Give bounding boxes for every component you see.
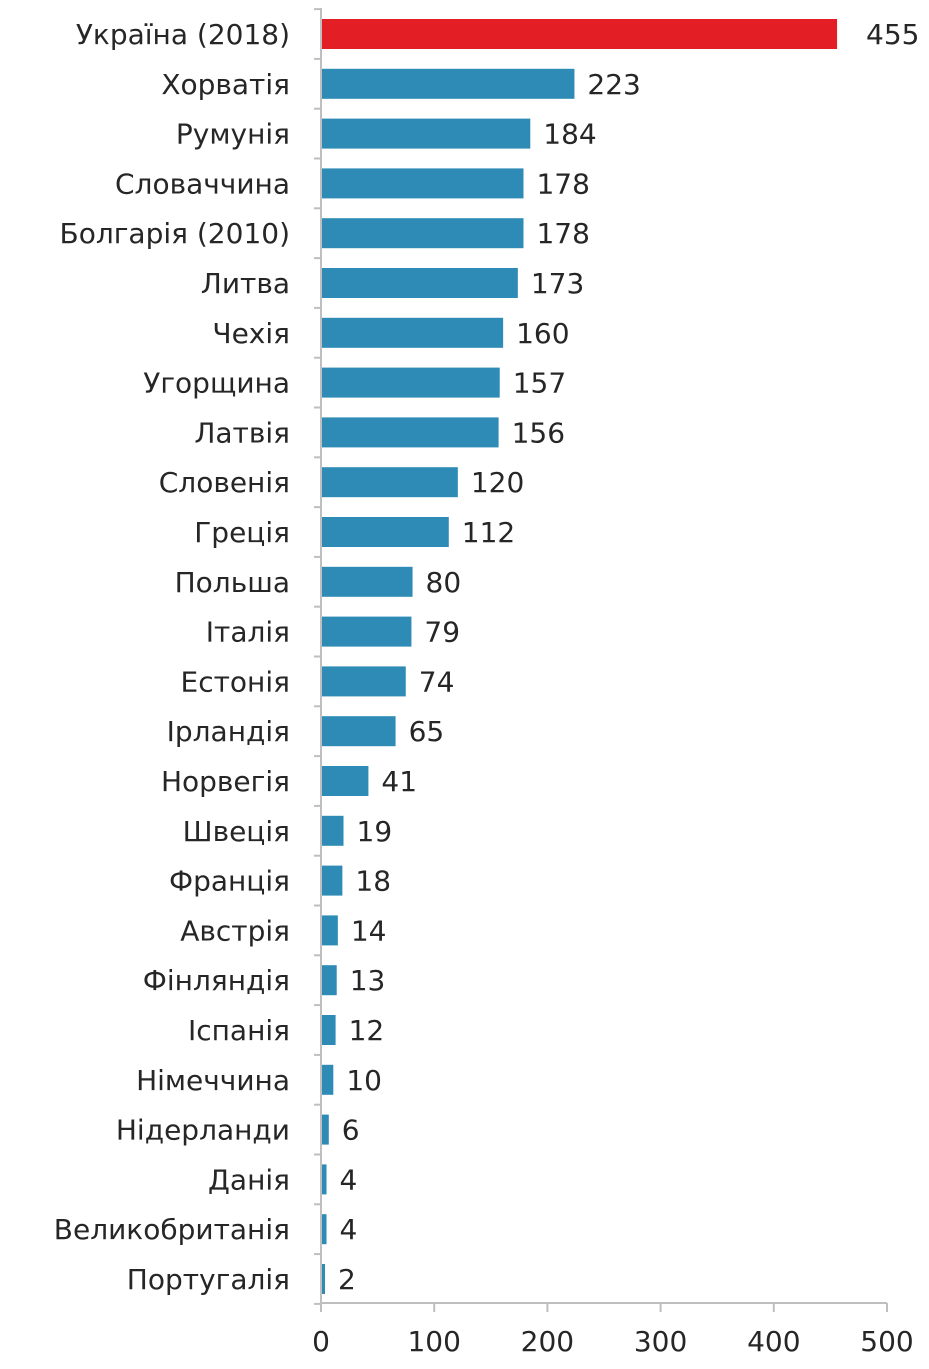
x-tick-label: 500: [860, 1325, 913, 1358]
value-label: 173: [531, 267, 584, 300]
bar-22: [322, 1064, 334, 1095]
bar-18: [322, 865, 343, 896]
category-label: Словаччина: [115, 167, 290, 200]
category-label: Греція: [194, 516, 290, 549]
x-tick-label: 200: [521, 1325, 574, 1358]
category-label: Швеція: [183, 815, 290, 848]
value-label: 160: [516, 317, 569, 350]
bar-11: [322, 517, 449, 547]
bar-9: [322, 417, 499, 448]
category-label: Румунія: [176, 118, 290, 151]
category-label: Італія: [206, 616, 290, 649]
x-tick-label: 100: [407, 1325, 460, 1358]
bar-6: [322, 268, 518, 298]
value-label: 74: [419, 665, 455, 698]
category-label: Австрія: [180, 914, 290, 947]
category-label: Естонія: [181, 665, 290, 698]
value-label: 178: [536, 167, 589, 200]
value-label: 10: [346, 1064, 382, 1097]
value-label: 65: [409, 715, 445, 748]
value-label: 157: [513, 367, 566, 400]
bar-25: [322, 1214, 327, 1245]
bar-16: [322, 766, 369, 796]
bar-7: [322, 317, 504, 348]
value-label: 19: [357, 815, 393, 848]
value-label: 156: [512, 416, 565, 449]
bar-1: [322, 19, 838, 49]
value-label: 178: [536, 217, 589, 250]
value-label: 12: [349, 1014, 385, 1047]
bar-15: [322, 716, 396, 747]
value-label: 184: [543, 118, 596, 151]
value-label: 4: [340, 1213, 358, 1246]
x-tick-label: 0: [312, 1325, 330, 1358]
x-tick-label: 400: [747, 1325, 800, 1358]
value-label: 223: [587, 68, 640, 101]
bar-4: [322, 168, 524, 199]
bar-2: [322, 68, 575, 99]
category-label: Хорватія: [161, 68, 290, 101]
value-label: 18: [355, 865, 391, 898]
category-label: Нідерланди: [116, 1114, 290, 1147]
value-label: 455: [866, 18, 919, 51]
bar-17: [322, 815, 344, 846]
category-label: Португалія: [127, 1263, 290, 1296]
value-label: 120: [471, 466, 524, 499]
value-label: 6: [342, 1114, 360, 1147]
category-label: Фінляндія: [143, 964, 290, 997]
bar-23: [322, 1114, 329, 1145]
bar-3: [322, 118, 531, 149]
bar-8: [322, 367, 500, 398]
category-label: Угорщина: [143, 367, 290, 400]
category-label: Франція: [169, 865, 290, 898]
category-label: Іспанія: [188, 1014, 290, 1047]
value-label: 2: [338, 1263, 356, 1296]
category-label: Польша: [175, 566, 290, 599]
category-label: Латвія: [194, 416, 290, 449]
category-label: Норвегія: [161, 765, 290, 798]
bar-5: [322, 218, 524, 249]
category-label: Ірландія: [167, 715, 290, 748]
value-label: 4: [340, 1163, 358, 1196]
category-label: Німеччина: [136, 1064, 290, 1097]
bar-26: [322, 1264, 325, 1294]
value-label: 112: [462, 516, 515, 549]
bar-20: [322, 965, 337, 996]
bar-12: [322, 566, 413, 597]
value-label: 14: [351, 914, 387, 947]
bar-19: [322, 915, 338, 946]
value-label: 79: [424, 616, 460, 649]
category-label: Великобританія: [54, 1213, 290, 1246]
category-label: Болгарія (2010): [59, 217, 290, 250]
category-label: Україна (2018): [76, 18, 290, 51]
bar-14: [322, 666, 406, 697]
value-label: 80: [426, 566, 462, 599]
category-label: Данія: [208, 1163, 290, 1196]
bar-24: [322, 1164, 327, 1195]
value-label: 13: [350, 964, 386, 997]
bar-10: [322, 467, 458, 498]
category-label: Словенія: [159, 466, 290, 499]
bar-13: [322, 616, 412, 647]
category-label: Чехія: [212, 317, 290, 350]
category-label: Литва: [201, 267, 290, 300]
x-tick-label: 300: [634, 1325, 687, 1358]
value-label: 41: [381, 765, 417, 798]
bar-21: [322, 1015, 336, 1045]
